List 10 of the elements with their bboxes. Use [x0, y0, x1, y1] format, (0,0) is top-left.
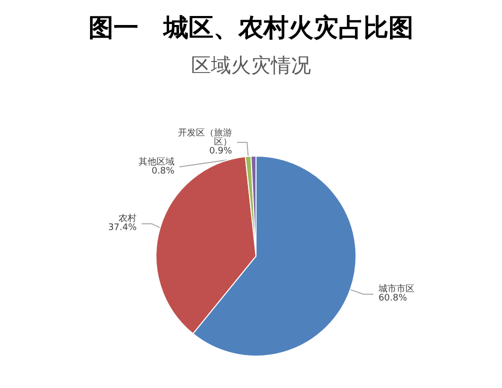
chart-subtitle: 区域火灾情况 [191, 53, 311, 77]
slice-label: 其他区域 [138, 156, 174, 168]
data-label: 0.8% [152, 166, 175, 176]
slice-label: 城市市区 [377, 284, 414, 295]
data-label: 0.9% [209, 146, 233, 156]
slice-label: 农村 [118, 213, 137, 224]
slice-label: 开发区（旅游区） [178, 127, 232, 148]
data-label: 60.8% [378, 294, 408, 304]
data-label: 37.4% [108, 223, 138, 234]
chart-title: 图一 城区、农村火灾占比图 [88, 13, 414, 42]
